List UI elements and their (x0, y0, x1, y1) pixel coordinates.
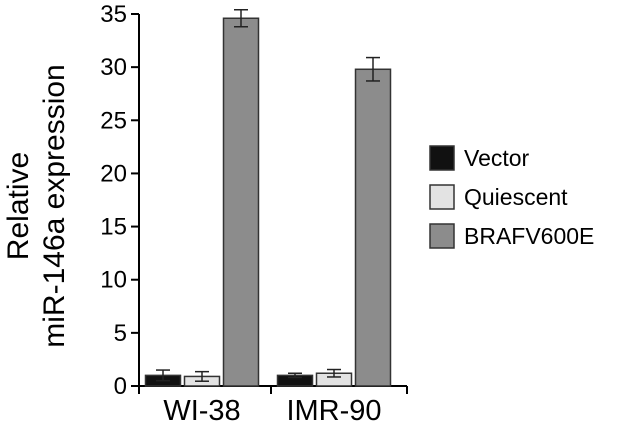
y-tick-label: 10 (100, 267, 127, 294)
y-axis-label-line2: miR-146a expression (38, 64, 71, 347)
y-axis-title: Relative miR-146a expression (2, 64, 71, 347)
legend-label: Quiescent (464, 184, 568, 210)
y-tick-label: 0 (114, 373, 127, 400)
y-tick-label: 5 (114, 320, 127, 347)
y-tick-label: 30 (100, 54, 127, 81)
legend: Vector Quiescent BRAFV600E (429, 145, 594, 249)
legend-label: Vector (464, 145, 530, 171)
legend-swatch (429, 223, 455, 249)
bar (222, 17, 260, 387)
bar (354, 68, 392, 387)
legend-label: BRAFV600E (464, 223, 594, 249)
legend-swatch (429, 184, 455, 210)
y-tick-label: 20 (100, 160, 127, 187)
y-axis-label-line1: Relative (2, 152, 35, 260)
bars (144, 8, 392, 387)
y-tick-label: 15 (100, 214, 127, 241)
y-tick-label: 25 (100, 107, 127, 134)
x-tick-label: WI-38 (163, 395, 240, 427)
x-tick-label: IMR-90 (286, 395, 381, 427)
y-tick-label: 35 (100, 1, 127, 28)
legend-swatch (429, 145, 455, 171)
axes: 0 5 10 15 20 25 30 35 WI-38 IMR-90 (100, 1, 408, 427)
